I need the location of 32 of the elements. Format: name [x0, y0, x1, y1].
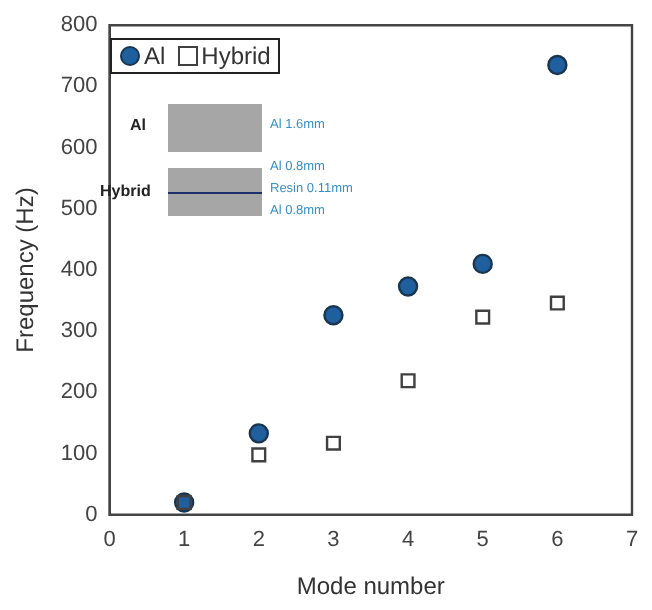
- point: [397, 276, 419, 297]
- point: [248, 423, 269, 444]
- legend-label: Al: [142, 42, 166, 70]
- point: [475, 309, 491, 325]
- point: [549, 295, 565, 311]
- annotation: Al: [130, 116, 146, 134]
- x-tick-label: 1: [178, 528, 191, 553]
- point: [547, 54, 568, 76]
- y-tick-label: 800: [60, 13, 98, 38]
- x-tick-label: 3: [327, 528, 340, 553]
- point: [323, 305, 344, 326]
- y-tick-label: 500: [60, 196, 98, 221]
- x-tick-label: 6: [551, 528, 564, 553]
- y-tick-label: 100: [60, 441, 98, 466]
- y-tick-label: 300: [60, 319, 98, 344]
- point: [400, 373, 416, 389]
- point: [472, 253, 493, 275]
- x-axis-title: Mode number: [296, 572, 445, 601]
- x-tick-label: 4: [401, 528, 415, 553]
- x-tick-label: 5: [476, 528, 489, 553]
- y-tick-label: 600: [60, 135, 98, 160]
- y-tick-label: 200: [60, 380, 98, 405]
- x-tick-label: 7: [625, 528, 639, 553]
- legend-label: Hybrid: [199, 42, 271, 70]
- y-tick-label: 700: [60, 74, 98, 99]
- y-tick-label: 400: [60, 258, 98, 283]
- y-axis-title: Frequency (Hz): [11, 187, 40, 353]
- x-tick-label: 0: [103, 528, 116, 553]
- x-tick-label: 2: [252, 528, 265, 553]
- point: [325, 435, 341, 451]
- y-tick-label: 0: [85, 502, 98, 527]
- point: [251, 447, 267, 463]
